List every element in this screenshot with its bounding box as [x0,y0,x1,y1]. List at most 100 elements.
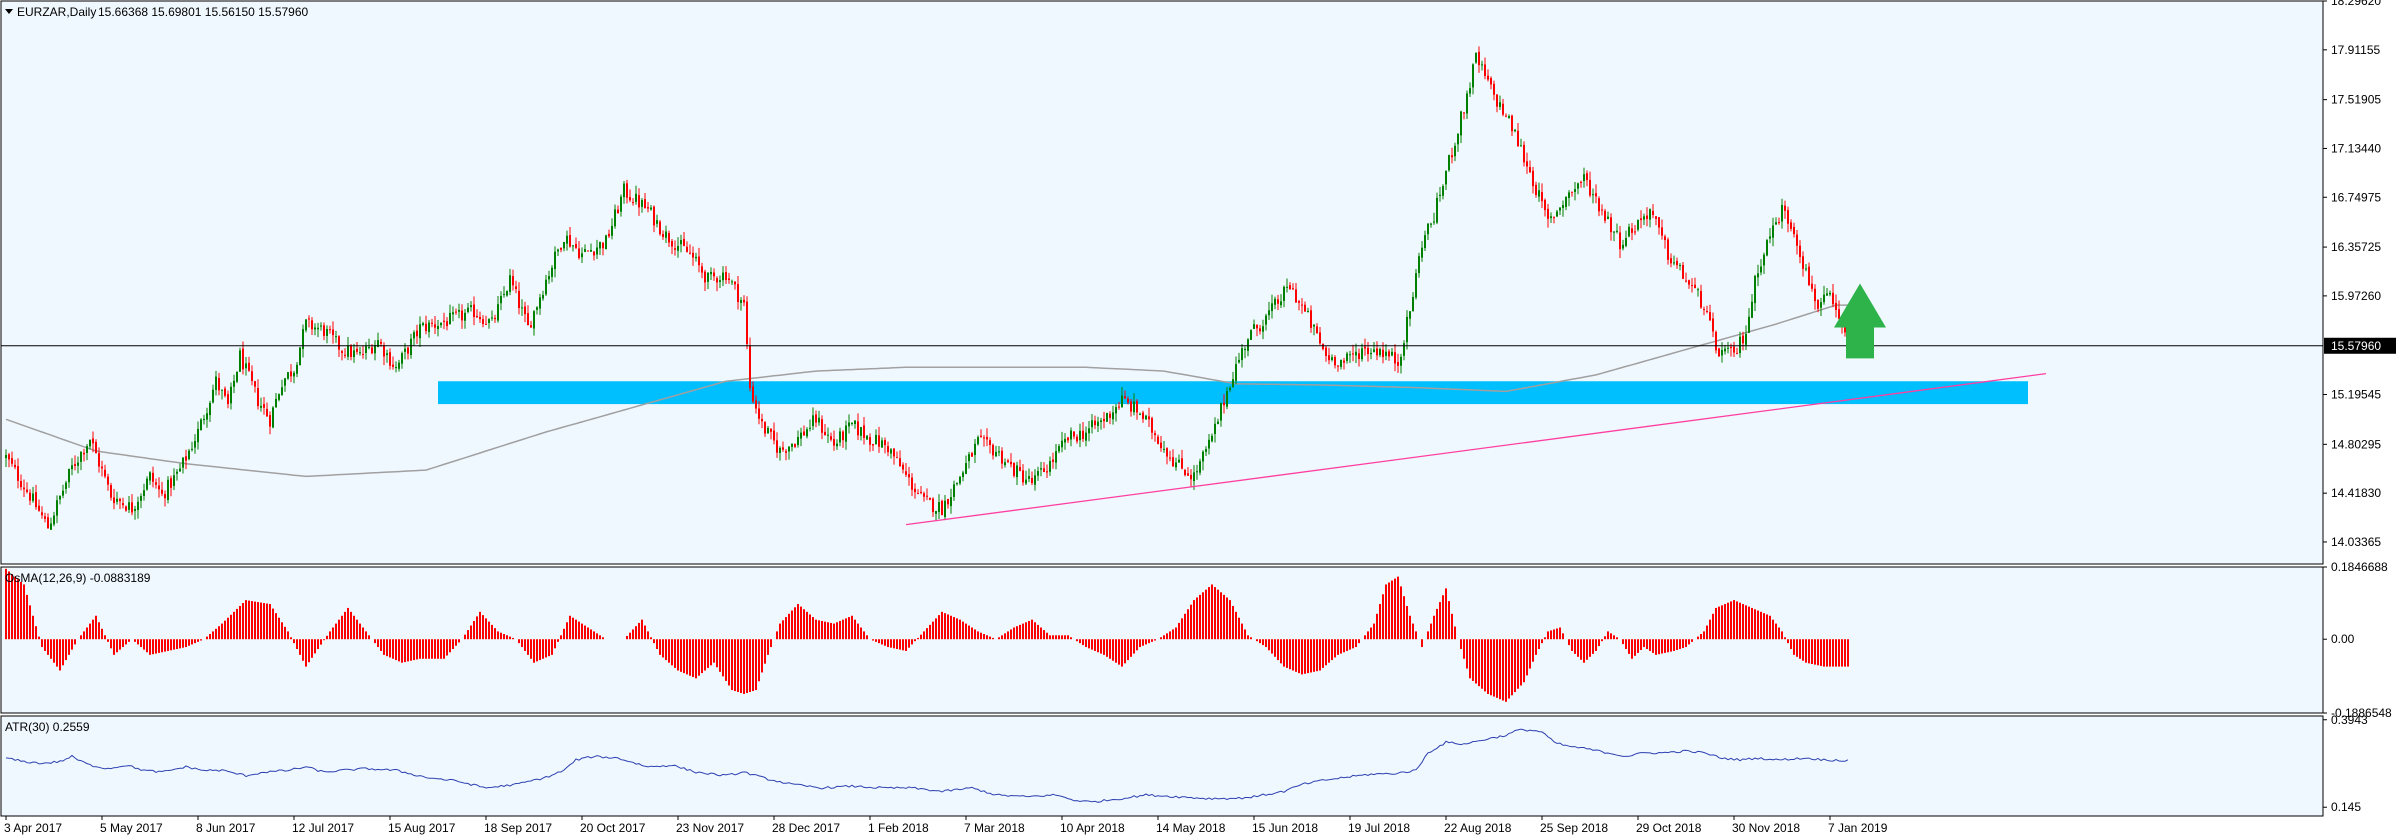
candle [131,494,133,516]
candle [782,441,784,452]
candle-body [1079,430,1081,441]
candle [1085,426,1087,447]
candle-body [1271,303,1273,312]
candle-body [50,523,52,530]
candle-body [1238,359,1240,363]
candle-body [380,341,382,344]
candle-body [794,444,796,447]
candle-body [440,322,442,326]
candle [1733,341,1735,358]
price-tick-label: 16.35725 [2331,240,2381,254]
candle-body [902,464,904,470]
candle-body [686,246,688,252]
candle-body [1538,190,1540,197]
candle-body [1442,186,1444,196]
candle [491,310,493,321]
candle [1043,462,1045,473]
main-price-panel[interactable] [0,0,2324,565]
candle [356,342,358,355]
candle [1286,278,1288,293]
candle [1565,196,1567,211]
candle [1019,459,1021,472]
candle-body [1307,310,1309,312]
osma-panel[interactable] [0,566,2324,714]
candle [1466,90,1468,120]
candle [1256,324,1258,337]
candle [707,272,709,290]
candle [497,295,499,323]
candle [509,268,511,296]
candle [1457,133,1459,152]
candle [617,205,619,214]
candle-body [92,438,94,444]
candle [1394,344,1396,372]
trendline[interactable] [905,372,2047,526]
candle-body [659,221,661,235]
candle [797,430,799,448]
candle-body [17,466,19,481]
candle-body [11,458,13,464]
candle-body [575,244,577,248]
candle [1211,433,1213,443]
candle-body [1472,64,1474,88]
candle-body [1103,418,1105,422]
dropdown-triangle-icon[interactable] [5,9,13,14]
candle-body [8,454,10,460]
candle-body [464,312,466,321]
candle-body [1088,428,1090,434]
candle [503,286,505,298]
date-tick-label: 19 Jul 2018 [1348,821,1410,835]
atr-panel[interactable] [0,715,2324,817]
candle [605,234,607,250]
candle [785,449,787,461]
candle-body [1565,196,1567,207]
candle [806,427,808,439]
candle-body [821,419,823,433]
candle [1751,294,1753,319]
candle [1397,353,1399,373]
candle-body [1388,351,1390,357]
moving-average-line[interactable] [5,304,1848,478]
candle [488,318,490,329]
candle-body [317,327,319,330]
candle-body [1694,284,1696,289]
candle-body [1610,217,1612,233]
candle [1154,430,1156,442]
candle [140,493,142,509]
candle-body [1397,362,1399,366]
candle-body [101,466,103,469]
candle-body [956,482,958,485]
candle [1112,405,1114,425]
candle [1409,311,1411,327]
up-arrow-icon[interactable] [1834,283,1886,359]
candle-body [830,436,832,440]
candle-body [1028,476,1030,479]
candle-body [665,231,667,238]
candle [1568,190,1570,207]
candle-body [1760,266,1762,273]
candle-body [1451,155,1453,158]
candle [1331,354,1333,362]
candle [815,410,817,428]
support-zone[interactable] [438,381,2028,405]
candle-body [476,315,478,318]
candle [485,315,487,325]
candle [143,483,145,501]
candle-body [551,267,553,277]
candle-body [1109,413,1111,418]
candle-body [455,311,457,313]
candle-body [1607,216,1609,220]
candle-body [1226,391,1228,407]
candle [1088,420,1090,442]
candle-body [1127,398,1129,403]
candle-body [590,249,592,252]
candle [1499,95,1501,110]
candle-body [1415,273,1417,298]
candle-body [788,446,790,452]
candle [1829,290,1831,297]
candle-body [1115,407,1117,414]
candle-body [35,492,37,508]
candle [1166,447,1168,465]
candle-body [20,480,22,488]
candle [614,204,616,229]
